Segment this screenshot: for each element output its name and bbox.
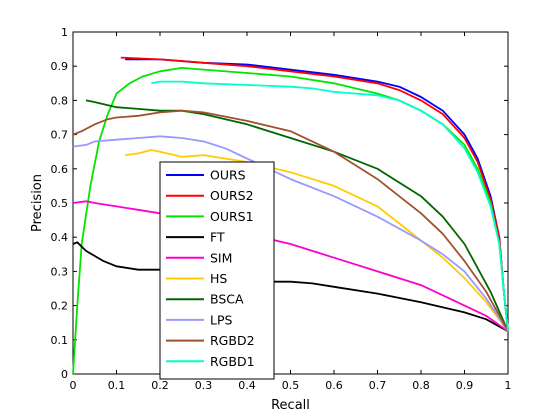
x-tick-label: 0.4 (238, 379, 256, 392)
x-tick-label: 0.1 (108, 379, 126, 392)
legend-box (159, 161, 275, 380)
x-tick-label: 0.5 (282, 379, 300, 392)
series-line-rgbd2 (72, 109, 509, 332)
legend-label-ours1: OURS1 (210, 209, 254, 224)
y-tick-label: 0.4 (51, 231, 69, 244)
legend: OURS OURS2 OURS1 FT SIM HS BSCA LPS RGBD2 RGBD1 (159, 161, 275, 380)
series-line-lps (72, 135, 509, 332)
x-tick-label: 0.6 (325, 379, 343, 392)
y-tick-label: 0.2 (51, 300, 69, 313)
x-tick-label: 1 (505, 379, 512, 392)
legend-label-ft: FT (210, 230, 225, 245)
series-line-ours2 (120, 56, 509, 332)
y-tick-label: 0.1 (51, 334, 69, 347)
legend-label-rgbd2: RGBD2 (210, 333, 255, 348)
x-tick-label: 0.8 (412, 379, 430, 392)
x-axis-label: Recall (271, 398, 310, 413)
legend-label-lps: LPS (210, 312, 233, 327)
axis-ticks: 0 0.1 0.2 0.3 0.4 0.5 0.6 0.7 0.8 0.9 1 0 0.1 0.2 0.3 0… (51, 26, 512, 392)
legend-label-sim: SIM (210, 250, 232, 265)
y-tick-label: 0.9 (51, 60, 69, 73)
y-tick-label: 0 (61, 368, 68, 381)
legend-label-bsca: BSCA (210, 292, 244, 307)
series-line-rgbd1 (151, 80, 509, 332)
legend-label-hs: HS (210, 271, 227, 286)
y-tick-label: 0.5 (51, 197, 69, 210)
x-tick-label: 0 (70, 379, 77, 392)
x-tick-label: 0.7 (369, 379, 387, 392)
y-tick-label: 0.7 (51, 129, 69, 142)
x-tick-label: 0.3 (195, 379, 213, 392)
y-tick-label: 0.6 (51, 163, 69, 176)
legend-label-rgbd1: RGBD1 (210, 354, 255, 369)
y-tick-label: 0.3 (51, 265, 69, 278)
y-tick-label: 1 (61, 26, 68, 39)
plot-area (72, 31, 509, 375)
y-tick-label: 0.8 (51, 94, 69, 107)
y-axis-label: Precision (30, 174, 45, 232)
x-tick-label: 0.2 (151, 379, 169, 392)
series-line-bsca (85, 99, 509, 332)
x-tick-label: 0.9 (456, 379, 474, 392)
legend-label-ours: OURS (210, 168, 246, 183)
series-line-hs (125, 149, 509, 332)
legend-label-ours2: OURS2 (210, 188, 254, 203)
